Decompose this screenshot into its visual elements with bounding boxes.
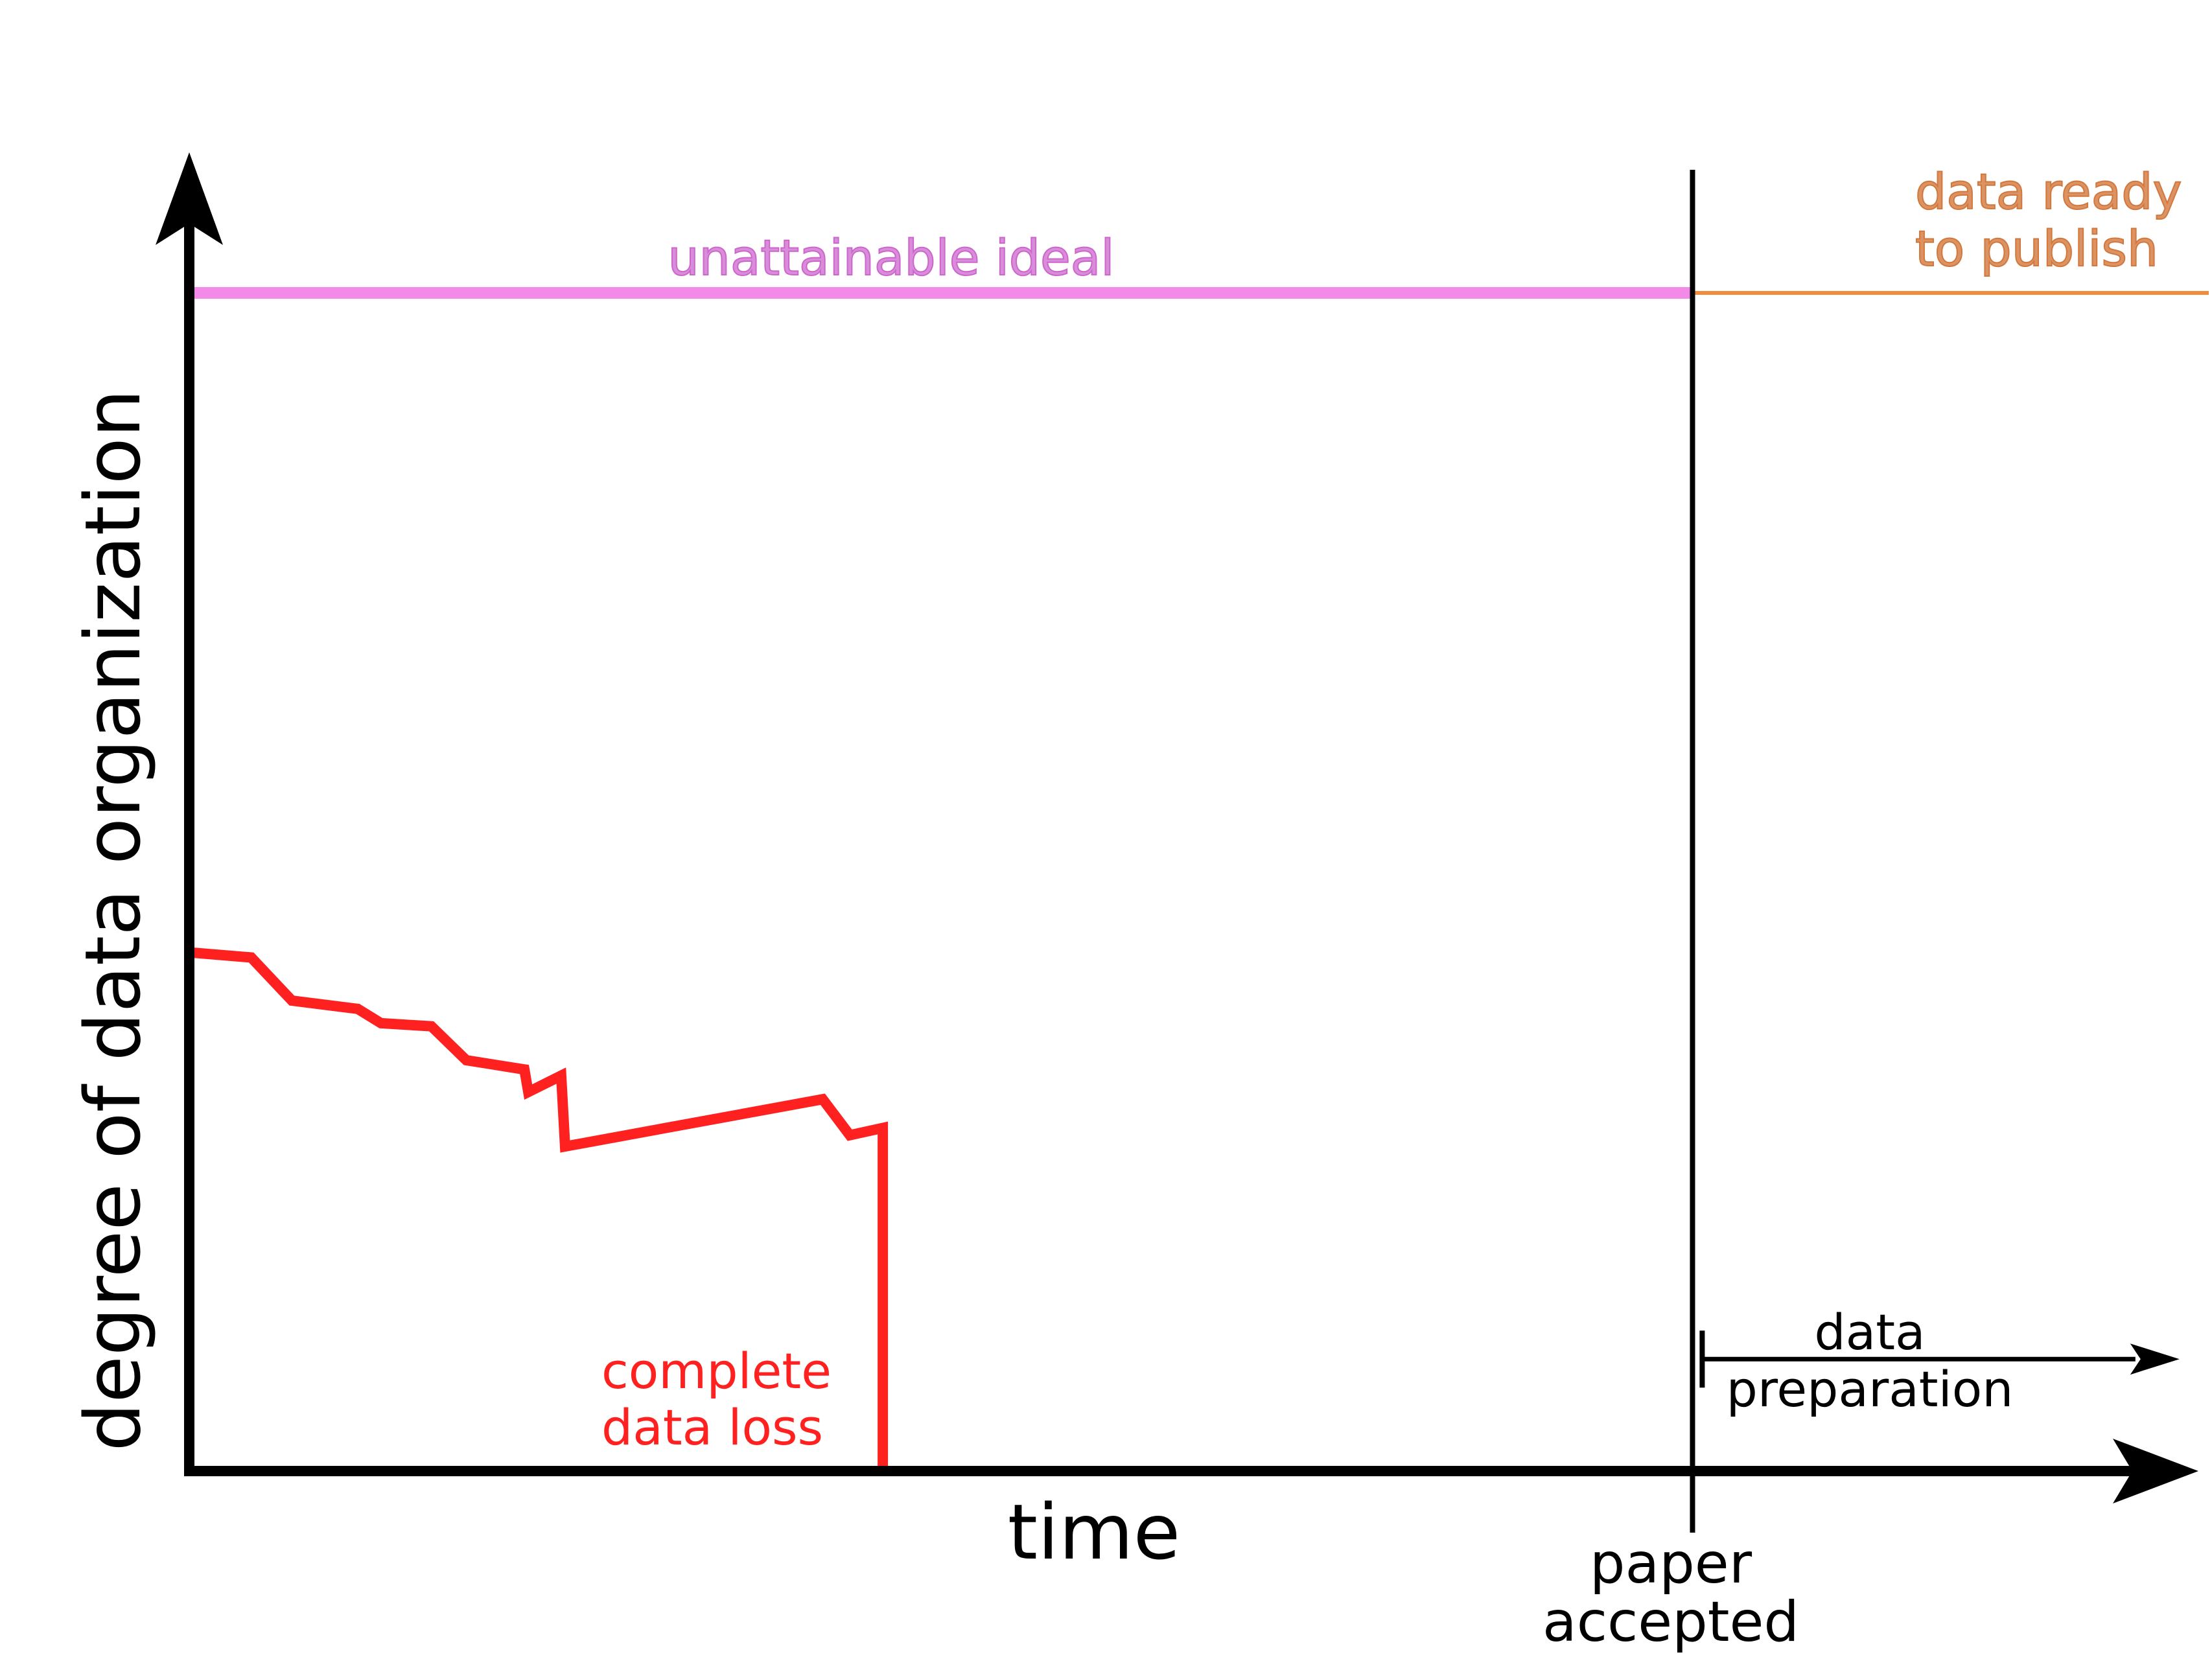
preparation-arrowhead [2130, 1343, 2180, 1375]
x-axis-label: time [1008, 1487, 1181, 1577]
y-axis-arrowhead [156, 152, 223, 245]
loss-label-line1: complete [601, 1342, 832, 1400]
accepted-label-line2: accepted [1543, 1590, 1799, 1654]
preparation-label-line2: preparation [1727, 1360, 2014, 1418]
loss-label-line2: data loss [601, 1398, 823, 1456]
y-axis-label: degree of data organization [68, 389, 157, 1451]
preparation-label-line1: data [1814, 1303, 1925, 1361]
series-line [189, 947, 889, 1471]
accepted-label-line1: paper [1590, 1531, 1752, 1596]
x-axis-arrowhead [2113, 1439, 2198, 1503]
ready-label-line1: data ready [1915, 163, 2182, 220]
ready-label-line2: to publish [1915, 220, 2158, 277]
ideal-label: unattainable ideal [668, 229, 1114, 286]
